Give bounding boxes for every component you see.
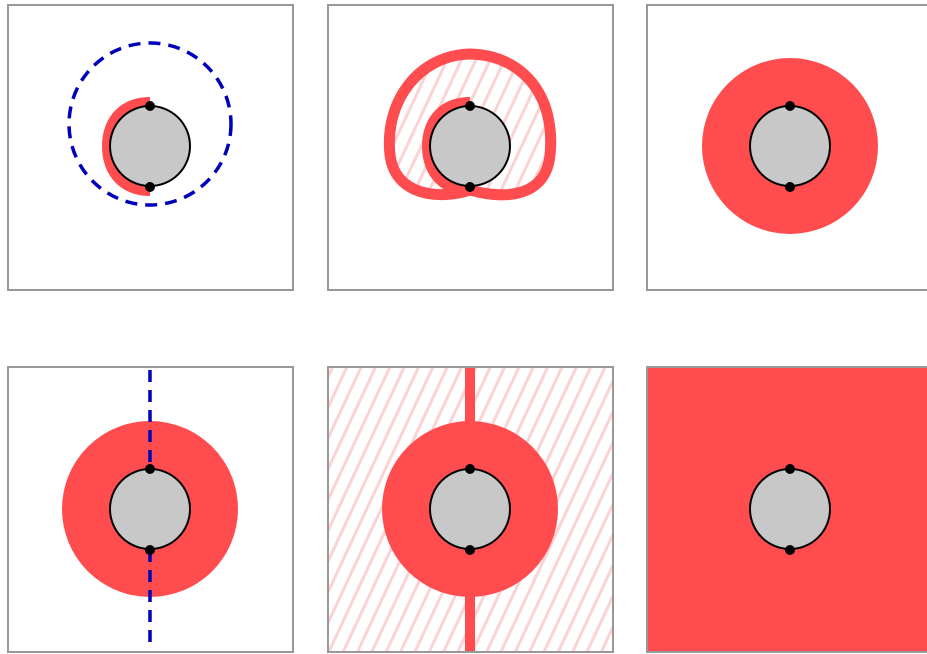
crescent-region xyxy=(102,97,150,196)
panel-top-middle xyxy=(327,4,614,291)
panel-top-right xyxy=(646,4,927,291)
bottom-point xyxy=(785,545,795,555)
bottom-point xyxy=(145,182,155,192)
bottom-point xyxy=(785,182,795,192)
obstacle-disc xyxy=(109,468,191,550)
panel-bottom-middle xyxy=(327,366,614,653)
top-point xyxy=(145,464,155,474)
top-point xyxy=(785,464,795,474)
obstacle-disc xyxy=(749,468,831,550)
obstacle-disc xyxy=(429,105,511,187)
obstacle-disc xyxy=(109,105,191,187)
obstacle-disc xyxy=(429,468,511,550)
obstacle-disc xyxy=(749,105,831,187)
bottom-point xyxy=(145,545,155,555)
bottom-point xyxy=(465,182,475,192)
panel-top-left xyxy=(7,4,294,291)
bottom-point xyxy=(465,545,475,555)
panel-bottom-left xyxy=(7,366,294,653)
top-point xyxy=(465,464,475,474)
dashed-circle xyxy=(67,41,233,207)
top-point xyxy=(145,101,155,111)
panel-bottom-right xyxy=(646,366,927,653)
top-point xyxy=(465,101,475,111)
top-point xyxy=(785,101,795,111)
cardioid-outline xyxy=(383,48,557,201)
crescent-region xyxy=(422,97,470,196)
